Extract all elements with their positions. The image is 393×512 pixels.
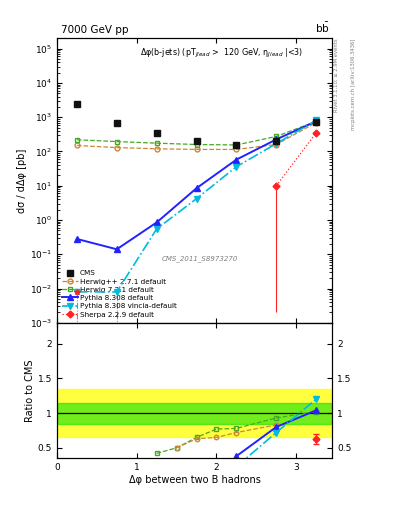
X-axis label: Δφ between two B hadrons: Δφ between two B hadrons — [129, 475, 261, 485]
Line: Sherpa 2.2.9 default: Sherpa 2.2.9 default — [274, 131, 319, 188]
Herwig++ 2.7.1 default — [154, 146, 159, 152]
Line: Pythia 8.308 vincia-default: Pythia 8.308 vincia-default — [74, 117, 319, 295]
Herwig 7.2.1 default — [154, 140, 159, 146]
Line: CMS: CMS — [74, 100, 319, 148]
CMS — [154, 130, 159, 136]
Line: Pythia 8.308 default: Pythia 8.308 default — [74, 118, 319, 252]
Herwig++ 2.7.1 default — [75, 142, 79, 148]
Line: Herwig++ 2.7.1 default: Herwig++ 2.7.1 default — [75, 120, 319, 152]
CMS — [114, 119, 119, 125]
Text: Δφ(b-jets) (pT$_{Jlead}$ >  120 GeV, η$_{Jlead}$ |<3): Δφ(b-jets) (pT$_{Jlead}$ > 120 GeV, η$_{… — [140, 47, 303, 60]
Herwig 7.2.1 default — [75, 137, 79, 143]
Herwig++ 2.7.1 default — [314, 119, 318, 125]
Herwig 7.2.1 default — [114, 138, 119, 144]
Pythia 8.308 vincia-default — [75, 289, 79, 295]
CMS — [194, 138, 199, 144]
Pythia 8.308 vincia-default — [314, 117, 318, 123]
Text: mcplots.cern.ch [arXiv:1306.3436]: mcplots.cern.ch [arXiv:1306.3436] — [351, 38, 356, 130]
CMS — [75, 100, 79, 106]
CMS — [314, 118, 318, 124]
Pythia 8.308 default — [234, 157, 239, 163]
Bar — [57, 389, 332, 437]
Pythia 8.308 default — [274, 136, 279, 142]
Text: Rivet 3.1.10; ≥ 2.9M events: Rivet 3.1.10; ≥ 2.9M events — [333, 38, 338, 112]
Pythia 8.308 default — [75, 236, 79, 242]
Bar — [57, 402, 332, 423]
Herwig++ 2.7.1 default — [274, 141, 279, 147]
Pythia 8.308 vincia-default — [154, 226, 159, 232]
Y-axis label: Ratio to CMS: Ratio to CMS — [25, 359, 35, 422]
Text: CMS_2011_S8973270: CMS_2011_S8973270 — [162, 255, 238, 262]
Pythia 8.308 default — [114, 246, 119, 252]
Pythia 8.308 vincia-default — [194, 196, 199, 202]
Herwig 7.2.1 default — [234, 142, 239, 148]
Text: 7000 GeV pp: 7000 GeV pp — [61, 25, 129, 35]
Herwig 7.2.1 default — [194, 141, 199, 147]
Line: Herwig 7.2.1 default: Herwig 7.2.1 default — [75, 119, 319, 147]
Herwig++ 2.7.1 default — [194, 146, 199, 153]
Herwig++ 2.7.1 default — [114, 144, 119, 151]
Y-axis label: dσ / dΔφ [pb]: dσ / dΔφ [pb] — [17, 148, 27, 213]
CMS — [274, 138, 279, 144]
Herwig 7.2.1 default — [274, 133, 279, 139]
Pythia 8.308 default — [194, 185, 199, 191]
Sherpa 2.2.9 default — [314, 130, 318, 136]
Herwig++ 2.7.1 default — [234, 146, 239, 153]
Legend: CMS, Herwig++ 2.7.1 default, Herwig 7.2.1 default, Pythia 8.308 default, Pythia : CMS, Herwig++ 2.7.1 default, Herwig 7.2.… — [59, 267, 180, 321]
Sherpa 2.2.9 default — [274, 183, 279, 189]
Pythia 8.308 default — [154, 219, 159, 225]
Pythia 8.308 default — [314, 118, 318, 124]
Herwig 7.2.1 default — [314, 118, 318, 124]
Pythia 8.308 vincia-default — [234, 164, 239, 170]
Text: b$\bar{\rm b}$: b$\bar{\rm b}$ — [315, 20, 329, 35]
Pythia 8.308 vincia-default — [114, 289, 119, 295]
CMS — [234, 142, 239, 148]
Pythia 8.308 vincia-default — [274, 140, 279, 146]
